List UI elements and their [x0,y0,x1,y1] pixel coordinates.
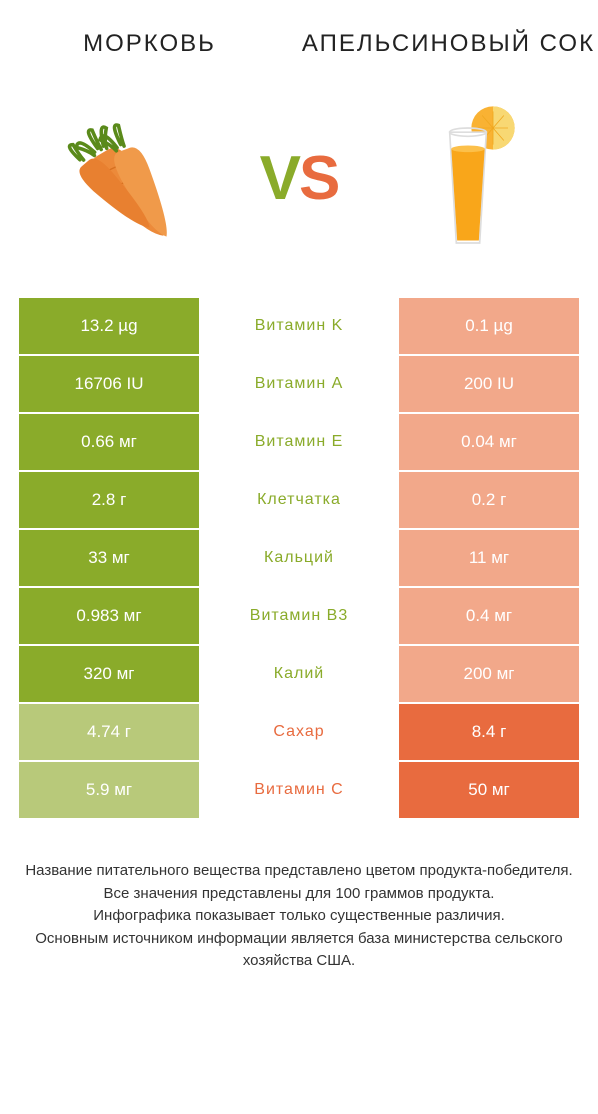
nutrient-label: Калий [199,646,399,702]
value-left: 2.8 г [19,472,199,528]
table-row: 320 мгКалий200 мг [19,646,579,704]
value-left: 0.983 мг [19,588,199,644]
titles-row: МОРКОВЬ АПЕЛЬСИНОВЫЙ СОК [0,0,598,68]
table-row: 5.9 мгВитамин C50 мг [19,762,579,820]
title-right: АПЕЛЬСИНОВЫЙ СОК [299,30,598,58]
comparison-table: 13.2 µgВитамин K0.1 µg16706 IUВитамин A2… [19,298,579,820]
value-right: 200 мг [399,646,579,702]
nutrient-label: Витамин B3 [199,588,399,644]
hero-row: VS [0,68,598,298]
carrot-image [40,88,220,268]
table-row: 33 мгКальций11 мг [19,530,579,588]
table-row: 16706 IUВитамин A200 IU [19,356,579,414]
value-right: 200 IU [399,356,579,412]
vs-v: V [260,144,299,213]
orange-juice-image [378,88,558,268]
value-left: 16706 IU [19,356,199,412]
table-row: 4.74 гСахар8.4 г [19,704,579,762]
value-left: 13.2 µg [19,298,199,354]
value-right: 50 мг [399,762,579,818]
vs-label: VS [260,143,339,214]
value-right: 0.04 мг [399,414,579,470]
vs-s: S [299,144,338,213]
nutrient-label: Витамин K [199,298,399,354]
footer-line: Инфографика показывает только существенн… [19,905,579,928]
value-left: 4.74 г [19,704,199,760]
value-left: 5.9 мг [19,762,199,818]
value-right: 0.1 µg [399,298,579,354]
value-right: 0.4 мг [399,588,579,644]
table-row: 2.8 гКлетчатка0.2 г [19,472,579,530]
value-right: 0.2 г [399,472,579,528]
infographic-container: МОРКОВЬ АПЕЛЬСИНОВЫЙ СОК [0,0,598,973]
table-row: 13.2 µgВитамин K0.1 µg [19,298,579,356]
footer-line: Все значения представлены для 100 граммо… [19,883,579,906]
footer-line: Название питательного вещества представл… [19,860,579,883]
value-right: 11 мг [399,530,579,586]
table-row: 0.983 мгВитамин B30.4 мг [19,588,579,646]
nutrient-label: Витамин E [199,414,399,470]
value-right: 8.4 г [399,704,579,760]
value-left: 33 мг [19,530,199,586]
table-row: 0.66 мгВитамин E0.04 мг [19,414,579,472]
nutrient-label: Кальций [199,530,399,586]
footer-notes: Название питательного вещества представл… [19,860,579,973]
value-left: 0.66 мг [19,414,199,470]
nutrient-label: Витамин A [199,356,399,412]
nutrient-label: Сахар [199,704,399,760]
nutrient-label: Клетчатка [199,472,399,528]
title-left: МОРКОВЬ [0,30,299,58]
nutrient-label: Витамин C [199,762,399,818]
value-left: 320 мг [19,646,199,702]
footer-line: Основным источником информации является … [19,928,579,973]
